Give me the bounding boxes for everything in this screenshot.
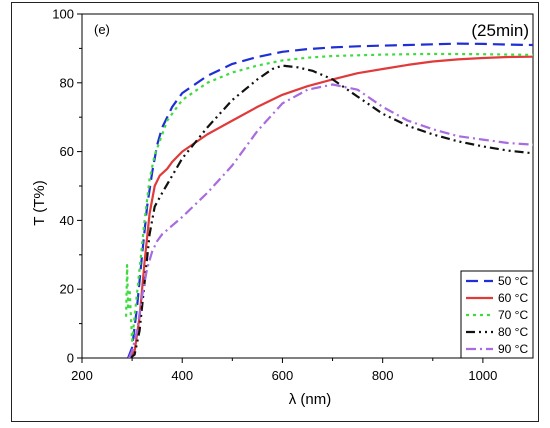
y-tick-label: 80 — [60, 75, 74, 90]
legend-label-5: 90 °C — [498, 342, 528, 356]
x-tick-label: 800 — [372, 368, 394, 383]
series-line-3 — [125, 52, 533, 342]
y-tick-label: 40 — [60, 213, 74, 228]
x-tick-label: 1000 — [468, 368, 497, 383]
legend: 50 °C 60 °C 70 °C 80 °C 90 °C — [460, 270, 534, 359]
legend-label-2: 60 °C — [498, 291, 528, 305]
series-line-5 — [128, 83, 533, 358]
x-tick-label: 400 — [171, 368, 193, 383]
axes-layer: 200 400 600 800 1000 0 20 40 60 80 100 — [52, 7, 497, 384]
y-axis-title: T (T%) — [31, 180, 48, 226]
y-tick-label: 60 — [60, 144, 74, 159]
y-tick-label: 0 — [67, 351, 74, 366]
x-tick-label: 200 — [71, 368, 93, 383]
series-line-2 — [128, 55, 533, 358]
y-tick-label: 100 — [52, 7, 74, 22]
x-axis-title: λ (nm) — [289, 391, 332, 408]
series-layer — [125, 42, 533, 358]
legend-label-1: 50 °C — [498, 274, 528, 288]
time-annotation: (25min) — [471, 21, 529, 40]
legend-label-3: 70 °C — [498, 308, 528, 322]
x-tick-label: 600 — [272, 368, 294, 383]
panel-label: (e) — [94, 22, 110, 37]
y-tick-label: 20 — [60, 282, 74, 297]
series-line-4 — [129, 64, 533, 358]
figure-frame — [11, 2, 539, 422]
legend-label-4: 80 °C — [498, 325, 528, 339]
